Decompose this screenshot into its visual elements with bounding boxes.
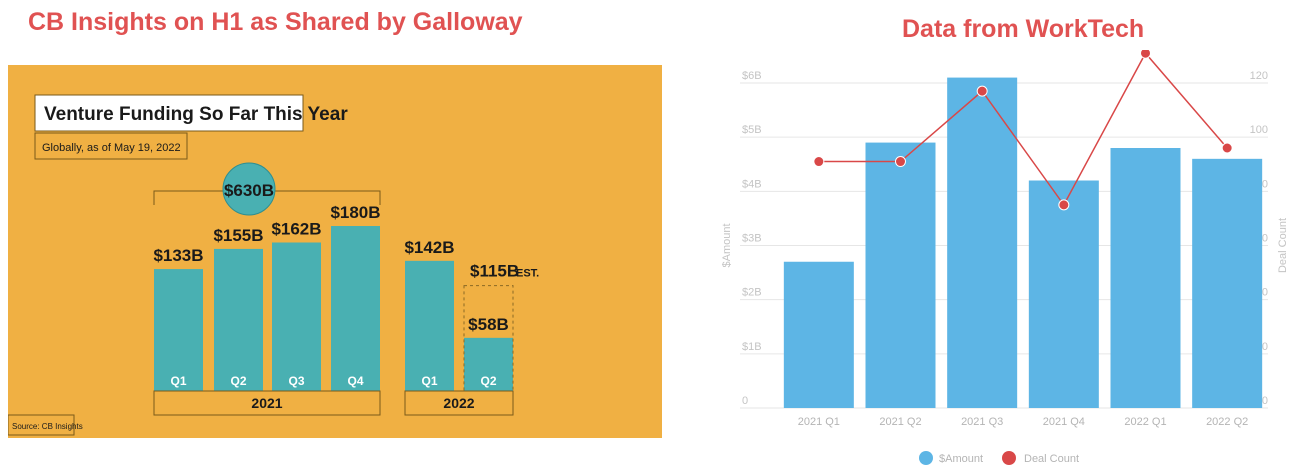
left-bar-value-label: $142B xyxy=(404,238,454,257)
left-estimate-label: $115B xyxy=(470,262,519,281)
right-y-tick-label: $2B xyxy=(742,287,762,299)
right-line-point xyxy=(1140,50,1151,59)
left-year-label: 2022 xyxy=(443,395,474,411)
left-subtitle-box xyxy=(34,132,188,160)
left-bar xyxy=(154,269,203,391)
left-source-label: Source: CB Insights xyxy=(12,422,83,431)
right-bar xyxy=(1110,148,1181,408)
left-bar-value-label: $180B xyxy=(330,203,380,222)
left-bar xyxy=(272,242,321,391)
right-y-tick-label: $5B xyxy=(742,124,762,136)
right-y2-tick-label: 100 xyxy=(1250,124,1268,136)
left-chart-subtitle: Globally, as of May 19, 2022 xyxy=(42,142,181,154)
right-y2-axis-title: Deal Count xyxy=(1277,218,1289,273)
right-line-series xyxy=(818,51,1228,207)
right-bar xyxy=(783,261,854,408)
right-bar xyxy=(947,77,1018,408)
right-x-tick-label: 2021 Q2 xyxy=(879,416,921,428)
left-source-box xyxy=(8,414,75,436)
right-bar xyxy=(865,142,936,408)
right-y-axis-title: $Amount xyxy=(721,223,733,267)
right-line-point xyxy=(976,85,988,97)
left-bar-value-label: $133B xyxy=(153,246,203,265)
right-y2-tick-label: 0 xyxy=(1262,395,1268,407)
left-bar-category-label: Q1 xyxy=(170,374,186,388)
right-x-tick-label: 2021 Q1 xyxy=(798,416,840,428)
right-legend-swatch xyxy=(1002,451,1016,465)
right-legend-swatch xyxy=(919,451,933,465)
left-bar-value-label: $58B xyxy=(468,315,509,334)
left-heading: CB Insights on H1 as Shared by Galloway xyxy=(28,8,523,36)
left-bar-category-label: Q2 xyxy=(480,374,496,388)
cb-insights-chart: Venture Funding So Far This Year Globally… xyxy=(8,65,662,438)
right-y2-tick-label: 120 xyxy=(1250,70,1268,82)
right-line-point xyxy=(1221,142,1233,154)
right-y-tick-label: $1B xyxy=(742,341,762,353)
left-bar xyxy=(331,226,380,391)
right-heading: Data from WorkTech xyxy=(902,15,1145,43)
right-x-tick-label: 2022 Q1 xyxy=(1124,416,1166,428)
left-chart-title: Venture Funding So Far This Year xyxy=(44,104,348,125)
right-y-tick-label: 0 xyxy=(742,395,748,407)
right-y-tick-label: $3B xyxy=(742,233,762,245)
right-bar xyxy=(1192,158,1263,408)
right-legend-label: $Amount xyxy=(939,453,983,465)
left-bar-category-label: Q4 xyxy=(347,374,363,388)
left-bar-category-label: Q2 xyxy=(230,374,246,388)
right-y-tick-label: $6B xyxy=(742,70,762,82)
left-bar-value-label: $155B xyxy=(213,226,263,245)
right-bar xyxy=(1028,180,1099,408)
right-x-tick-label: 2022 Q2 xyxy=(1206,416,1248,428)
right-y-tick-label: $4B xyxy=(742,178,762,190)
left-bar-category-label: Q1 xyxy=(421,374,437,388)
right-x-tick-label: 2021 Q4 xyxy=(1043,416,1085,428)
left-year-box-2022 xyxy=(404,390,514,416)
left-title-box xyxy=(34,94,304,132)
right-line-point xyxy=(895,156,906,168)
left-estimate-outline xyxy=(463,285,514,392)
left-bar-category-label: Q3 xyxy=(288,374,304,388)
right-line-point xyxy=(1058,199,1070,211)
left-bar xyxy=(405,260,454,391)
left-year-label: 2021 xyxy=(251,395,282,411)
right-legend-label: Deal Count xyxy=(1024,453,1079,465)
left-bar xyxy=(214,248,263,391)
right-line-point xyxy=(813,156,825,168)
left-bar xyxy=(464,337,513,391)
left-bar-value-label: $162B xyxy=(271,220,321,239)
worktech-chart: 0$1B$2B$3B$4B$5B$6B020406080100120$Amoun… xyxy=(721,50,1289,465)
left-year-box-2021 xyxy=(153,390,381,416)
left-total-badge xyxy=(222,162,276,216)
right-x-tick-label: 2021 Q3 xyxy=(961,416,1003,428)
left-estimate-suffix: EST. xyxy=(516,268,539,280)
left-total-label: $630B xyxy=(224,181,274,200)
